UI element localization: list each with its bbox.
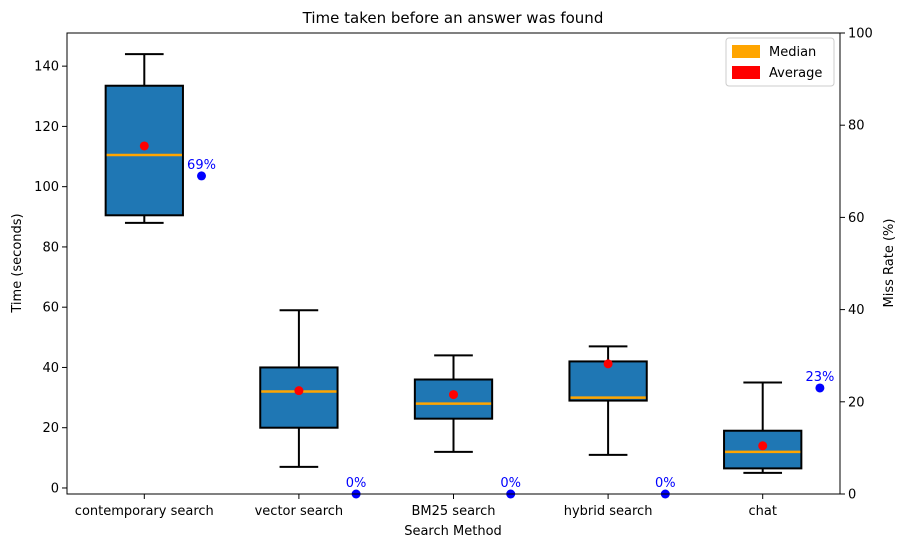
- box: [104, 84, 184, 217]
- legend-label: Median: [769, 45, 816, 60]
- box-group: [568, 345, 648, 456]
- y-tick-label: 20: [42, 421, 59, 436]
- plot-area: 0 20 40 60 80 100 120 140 0 20 40 60 80 100 contempora…: [34, 27, 873, 520]
- y2-tick-label: 40: [848, 303, 865, 318]
- x-axis-label: Search Method: [404, 524, 502, 539]
- miss-rate-label: 0%: [346, 476, 367, 491]
- box-group: [723, 381, 803, 474]
- y-tick-label: 100: [34, 180, 59, 195]
- miss-rate-label: 0%: [500, 476, 521, 491]
- legend-label: Average: [769, 66, 822, 81]
- chart-title: Time taken before an answer was found: [302, 9, 604, 27]
- y-axis-label: Time (seconds): [10, 213, 25, 313]
- y2-tick-label: 80: [848, 119, 865, 134]
- y2-tick-label: 100: [848, 27, 873, 42]
- y2-tick-label: 60: [848, 211, 865, 226]
- box-group: [413, 354, 494, 453]
- box: [413, 378, 494, 420]
- average-point: [294, 386, 304, 396]
- legend-swatch: [732, 45, 760, 58]
- box-group: [259, 309, 339, 468]
- plot-frame: [66, 32, 841, 495]
- miss-rate-point: [815, 383, 825, 393]
- average-point: [449, 390, 458, 400]
- legend: Median Average: [725, 37, 835, 87]
- miss-rate-point: [197, 171, 207, 181]
- y2-axis-label: Miss Rate (%): [882, 219, 897, 308]
- y-tick-label: 120: [34, 120, 59, 135]
- miss-rate-label: 23%: [805, 370, 834, 385]
- miss-rate-label: 0%: [655, 476, 676, 491]
- x-tick-label: chat: [748, 504, 776, 519]
- x-tick-label: BM25 search: [412, 504, 496, 519]
- y-tick-label: 60: [42, 301, 59, 316]
- y-tick-label: 40: [42, 361, 59, 376]
- average-point: [139, 141, 149, 151]
- x-tick-label: hybrid search: [564, 504, 653, 519]
- x-tick-label: vector search: [255, 504, 344, 519]
- y-tick-label: 80: [42, 240, 59, 255]
- miss-rate-label: 69%: [187, 158, 216, 173]
- y-tick-label: 140: [34, 60, 59, 75]
- y-tick-label: 0: [51, 481, 59, 496]
- average-point: [603, 359, 613, 369]
- box-group: [104, 53, 184, 224]
- y2-tick-label: 20: [848, 395, 865, 410]
- y2-tick-label: 0: [848, 488, 856, 503]
- legend-swatch: [732, 66, 760, 79]
- average-point: [758, 441, 768, 451]
- x-tick-label: contemporary search: [75, 504, 214, 519]
- box: [259, 366, 339, 429]
